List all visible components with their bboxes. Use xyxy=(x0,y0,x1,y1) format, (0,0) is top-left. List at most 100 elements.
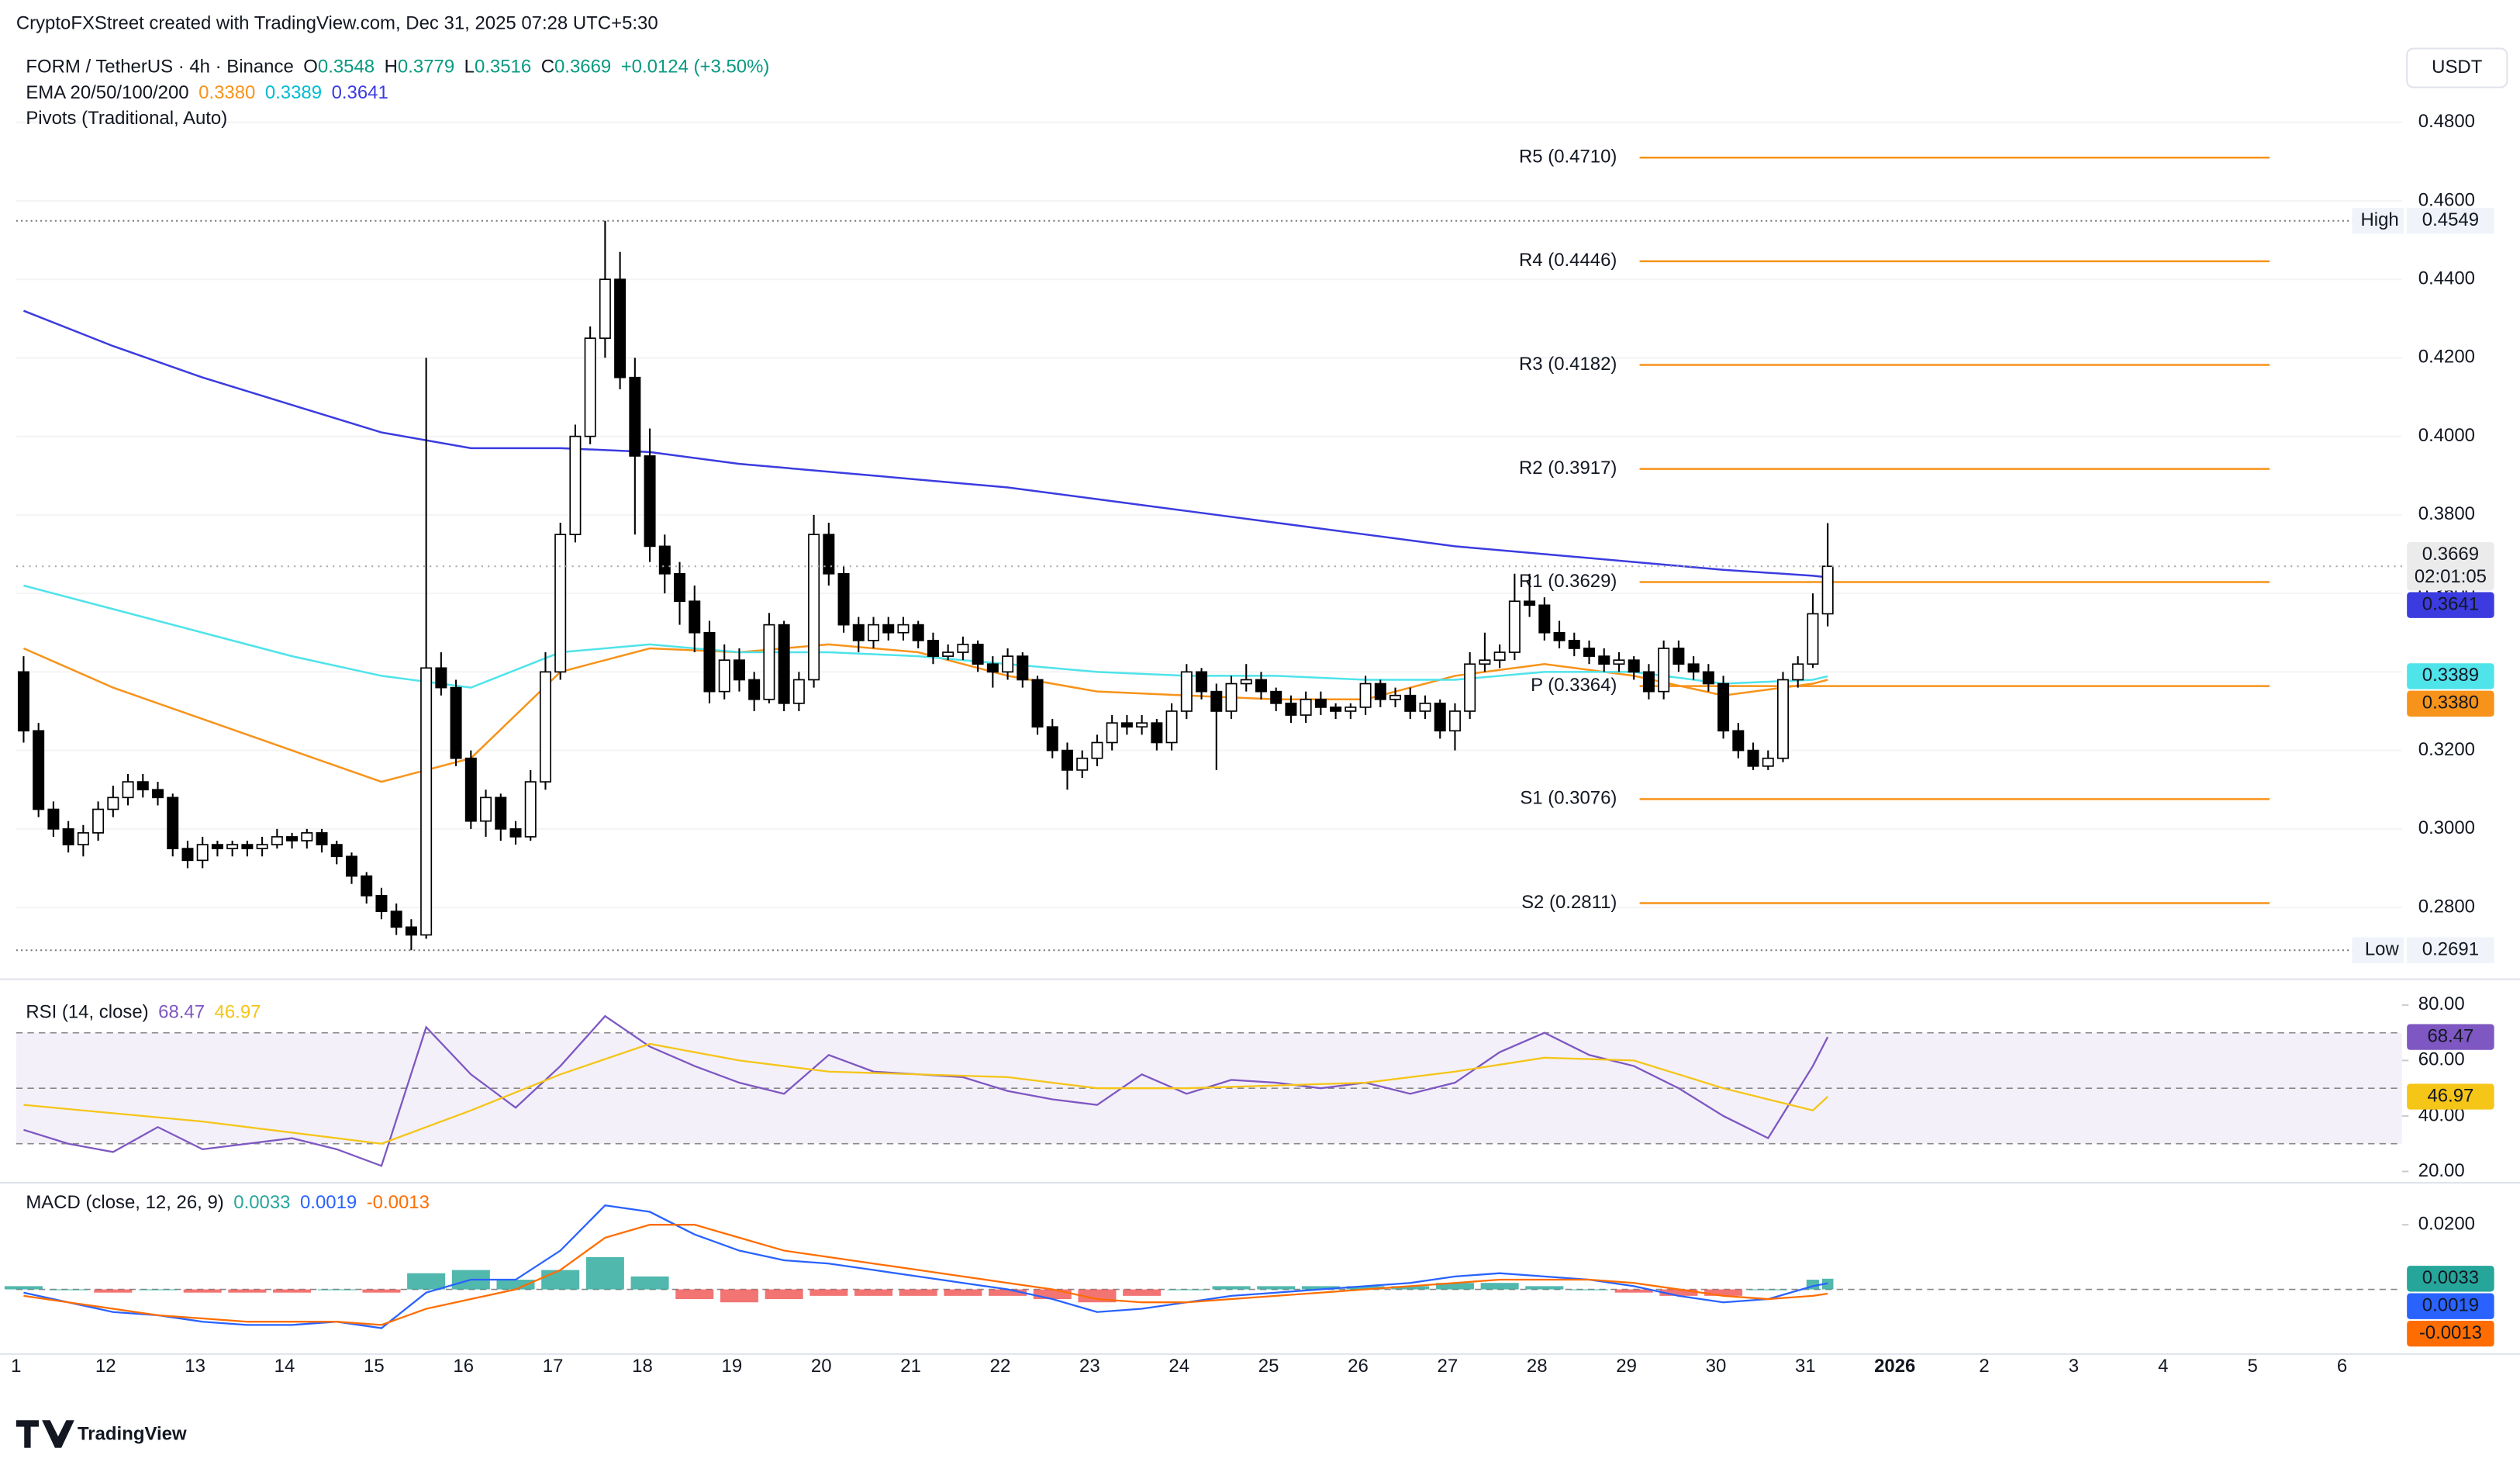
x-tick-label: 2026 xyxy=(1874,1356,1915,1377)
y-tick-label: 0.0200 xyxy=(2418,1214,2475,1235)
candle-body xyxy=(912,624,924,641)
x-tick-label: 31 xyxy=(1795,1356,1816,1377)
x-tick-label: 4 xyxy=(2158,1356,2168,1377)
candle-body xyxy=(1225,682,1238,712)
candle-body xyxy=(1389,694,1402,700)
histogram-bar xyxy=(1123,1289,1162,1296)
x-tick-label: 26 xyxy=(1348,1356,1369,1377)
candle-body xyxy=(927,640,939,657)
y-tick-label: 20.00 xyxy=(2418,1160,2465,1181)
currency-button[interactable] xyxy=(2406,47,2508,88)
candle-body xyxy=(301,832,313,841)
ohlc-item: 0.3669 xyxy=(554,57,611,78)
histogram-bar xyxy=(362,1289,401,1293)
candle-body xyxy=(1464,663,1476,712)
histogram-bar xyxy=(765,1289,803,1300)
candle-body xyxy=(629,376,641,457)
x-tick-label: 25 xyxy=(1258,1356,1279,1377)
x-tick-label: 29 xyxy=(1616,1356,1637,1377)
legend: FORM / TetherUS · 4h · Binance O0.3548 H0.… xyxy=(26,57,769,78)
candle-body xyxy=(1762,757,1774,767)
histogram-bar xyxy=(1212,1286,1251,1290)
x-tick-label: 28 xyxy=(1527,1356,1548,1377)
ohlc-item: +0.0124 (+3.50%) xyxy=(621,57,770,78)
candle-body xyxy=(1061,749,1073,771)
candle-body xyxy=(644,455,656,548)
y-tick-label: 80.00 xyxy=(2418,993,2465,1014)
candle-body xyxy=(897,624,910,634)
candle-body xyxy=(972,644,984,665)
price-label-box xyxy=(2407,592,2494,618)
candle-body xyxy=(539,671,551,783)
y-tick-label: 0.4200 xyxy=(2418,347,2475,368)
x-tick-label: 24 xyxy=(1169,1356,1189,1377)
x-tick-label: 17 xyxy=(543,1356,564,1377)
pivot-label: R1 (0.3629) xyxy=(1519,571,1617,592)
candle-body xyxy=(778,624,790,704)
histogram-bar xyxy=(49,1289,88,1291)
candle-body xyxy=(47,808,60,830)
histogram-bar xyxy=(1659,1289,1698,1296)
candle-body xyxy=(554,534,567,673)
extreme-tag: Low xyxy=(2365,939,2400,960)
extreme-value: 0.4549 xyxy=(2422,209,2479,230)
candle-body xyxy=(286,836,299,841)
candle-body xyxy=(882,624,895,634)
ohlc-item: 0.3779 xyxy=(398,57,454,78)
candle-body xyxy=(1076,757,1089,771)
histogram-bar xyxy=(228,1289,267,1293)
x-tick-label: 13 xyxy=(185,1356,205,1377)
x-tick-label: 30 xyxy=(1706,1356,1727,1377)
candle-body xyxy=(1180,671,1193,712)
macd-value: 0.0019 xyxy=(300,1192,357,1213)
histogram-bar xyxy=(854,1289,893,1296)
candle-body xyxy=(1553,631,1566,641)
rsi-value: 68.47 xyxy=(158,1002,205,1023)
candle-body xyxy=(480,796,492,822)
extreme-value-box xyxy=(2407,937,2494,963)
candle-body xyxy=(92,808,105,834)
candle-body xyxy=(1017,655,1029,681)
candle-body xyxy=(792,679,805,704)
candle-body xyxy=(986,663,999,673)
candle-body xyxy=(1434,703,1446,732)
price-label-box xyxy=(2407,1293,2494,1319)
candle-body xyxy=(122,781,134,799)
pivot-label: R3 (0.4182) xyxy=(1519,354,1617,375)
x-tick-label: 12 xyxy=(95,1356,116,1377)
currency[interactable]: USDT xyxy=(2432,57,2483,78)
candle-body xyxy=(226,844,239,849)
macd-value: -0.0013 xyxy=(367,1192,430,1213)
candle-body xyxy=(852,624,865,641)
price-label: 0.3380 xyxy=(2422,693,2479,714)
x-tick-label: 2 xyxy=(1979,1356,1989,1377)
histogram-bar xyxy=(541,1270,580,1290)
histogram-bar xyxy=(94,1289,133,1293)
candle-body xyxy=(1807,613,1819,665)
candle-body xyxy=(1508,600,1521,653)
candle-body xyxy=(181,848,194,862)
candle-body xyxy=(689,600,701,634)
candle-body xyxy=(524,781,537,838)
ema-title: EMA 20/50/100/200 xyxy=(26,82,188,103)
candle-body xyxy=(1031,679,1044,728)
legend: MACD (close, 12, 26, 9) 0.0033 0.0019 -0.00… xyxy=(26,1192,430,1213)
histogram-bar xyxy=(585,1256,624,1290)
candle-body xyxy=(1330,707,1342,712)
candle-body xyxy=(1255,679,1267,693)
ohlc-item: C xyxy=(541,57,554,78)
candle-body xyxy=(733,659,745,681)
candle-body xyxy=(361,875,373,897)
rsi-title: RSI (14, close) xyxy=(26,1002,148,1023)
pivot-label: P (0.3364) xyxy=(1531,675,1617,696)
ohlc-item: L xyxy=(464,57,475,78)
ohlc-item: O xyxy=(303,57,318,78)
price-label-box xyxy=(2407,663,2494,689)
price-label-box xyxy=(2407,1083,2494,1110)
candle-body xyxy=(390,910,402,928)
histogram-bar xyxy=(317,1289,356,1291)
candle-body xyxy=(823,534,835,575)
histogram-bar xyxy=(720,1289,758,1303)
candle-body xyxy=(1448,710,1461,732)
histogram-bar xyxy=(1614,1289,1653,1293)
